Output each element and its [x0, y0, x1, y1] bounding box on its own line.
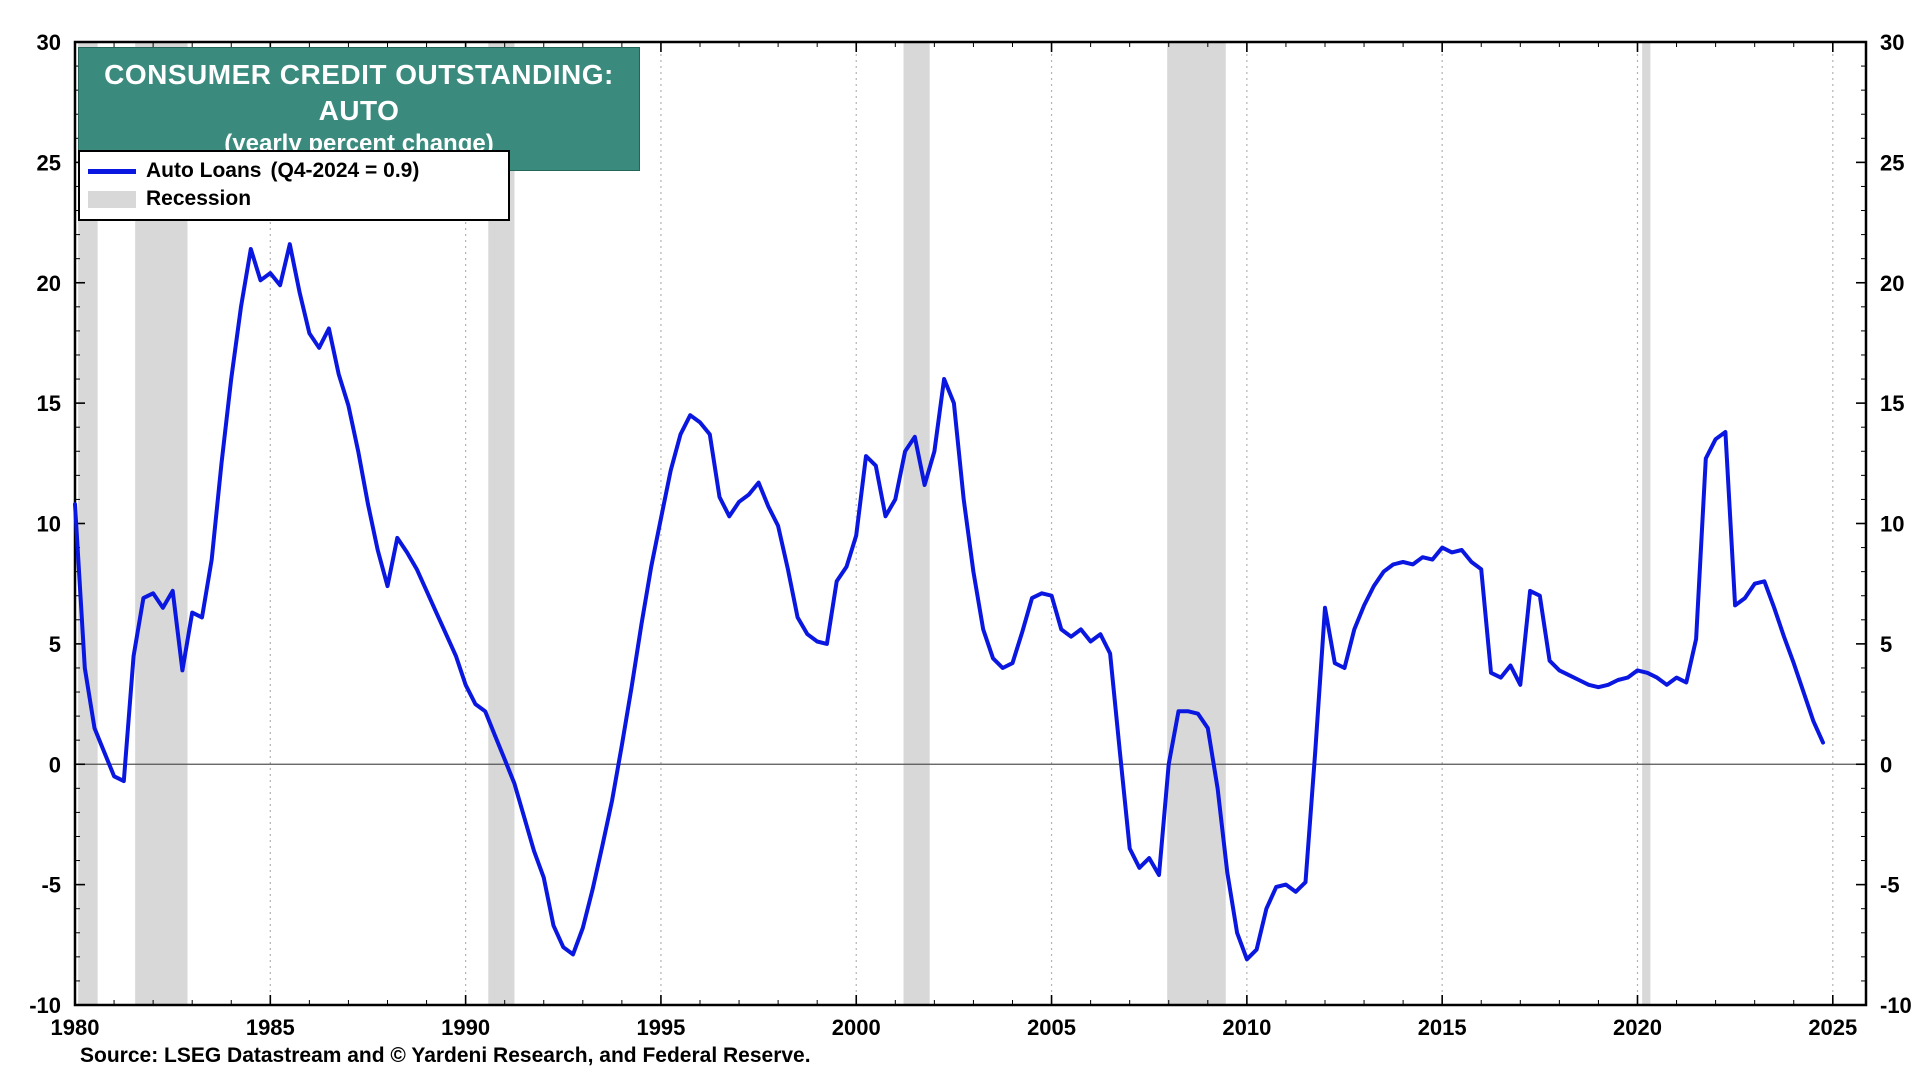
legend-row-auto-loans: Auto Loans (Q4-2024 = 0.9) — [88, 157, 498, 185]
svg-text:30: 30 — [1880, 30, 1904, 55]
svg-text:0: 0 — [1880, 752, 1892, 777]
svg-text:10: 10 — [1880, 512, 1904, 537]
svg-text:25: 25 — [1880, 150, 1904, 175]
svg-text:25: 25 — [37, 150, 61, 175]
svg-text:1980: 1980 — [51, 1015, 100, 1040]
svg-text:2020: 2020 — [1613, 1015, 1662, 1040]
auto-loans-line — [73, 242, 1825, 962]
y-axis-labels: 30 30 25 25 20 20 15 15 10 10 5 5 0 0 -5 -5 -10 -10 — [29, 30, 1912, 1018]
svg-text:-5: -5 — [41, 873, 61, 898]
recession-swatch — [88, 190, 136, 208]
svg-text:5: 5 — [1880, 632, 1892, 657]
svg-text:1985: 1985 — [246, 1015, 295, 1040]
svg-text:30: 30 — [37, 30, 61, 55]
svg-text:-5: -5 — [1880, 873, 1900, 898]
svg-text:2015: 2015 — [1418, 1015, 1467, 1040]
svg-text:-10: -10 — [1880, 993, 1912, 1018]
auto-loans-label: Auto Loans — [146, 159, 262, 182]
recession-bands — [78, 42, 1651, 1005]
svg-text:0: 0 — [49, 752, 61, 777]
svg-text:2025: 2025 — [1808, 1015, 1857, 1040]
svg-text:-10: -10 — [29, 993, 61, 1018]
auto-loans-latest-value: (Q4-2024 = 0.9) — [270, 159, 420, 182]
svg-text:20: 20 — [37, 271, 61, 296]
auto-loans-line-swatch — [88, 168, 136, 174]
source-attribution: Source: LSEG Datastream and © Yardeni Re… — [80, 1044, 811, 1067]
svg-text:10: 10 — [37, 512, 61, 537]
chart-title: CONSUMER CREDIT OUTSTANDING: AUTO — [104, 59, 614, 126]
recession-label: Recession — [146, 187, 252, 210]
svg-text:2010: 2010 — [1222, 1015, 1271, 1040]
legend: Auto Loans (Q4-2024 = 0.9) Recession — [78, 150, 510, 221]
svg-text:2000: 2000 — [832, 1015, 881, 1040]
svg-text:2005: 2005 — [1027, 1015, 1076, 1040]
x-axis-labels: 1980 1985 1990 1995 2000 2005 2010 2015 2020 2025 — [51, 1015, 1858, 1040]
svg-text:5: 5 — [49, 632, 61, 657]
svg-text:15: 15 — [1880, 391, 1904, 416]
svg-text:20: 20 — [1880, 271, 1904, 296]
svg-text:1990: 1990 — [441, 1015, 490, 1040]
svg-text:15: 15 — [37, 391, 61, 416]
svg-text:1995: 1995 — [636, 1015, 685, 1040]
legend-row-recession: Recession — [88, 185, 498, 213]
